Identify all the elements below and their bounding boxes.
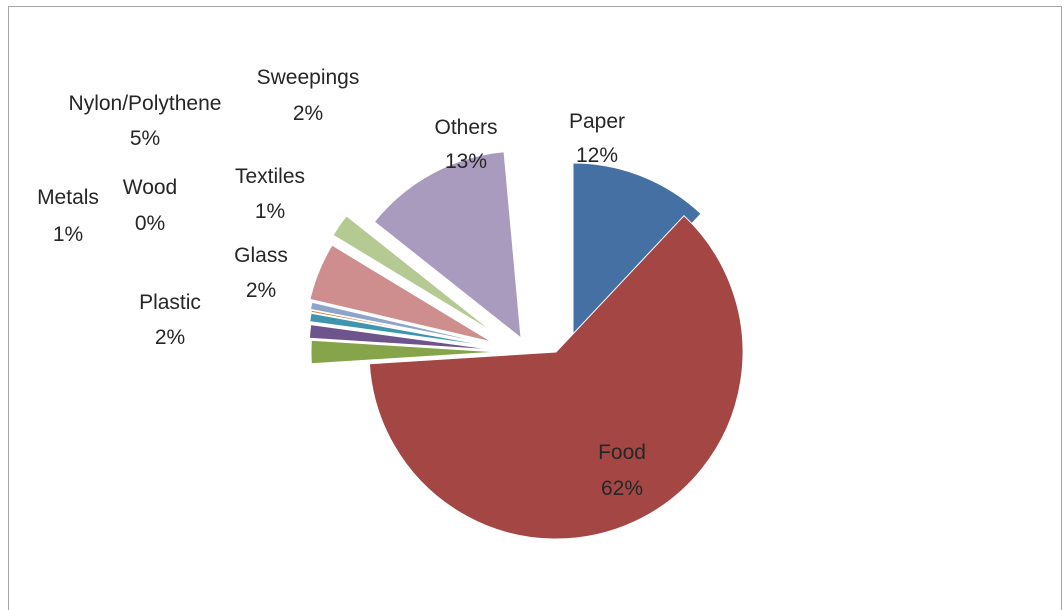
pie-slice-nylon-polythene bbox=[309, 244, 493, 343]
slice-label-percent: 12% bbox=[576, 144, 618, 167]
slice-label-name: Wood bbox=[123, 176, 177, 199]
pie-slice-sweepings bbox=[332, 215, 494, 333]
slice-label-name: Glass bbox=[234, 244, 288, 267]
slice-label-name: Metals bbox=[37, 186, 99, 209]
pie-slice-wood bbox=[310, 309, 496, 347]
pie-slice-food bbox=[368, 214, 744, 540]
slice-label-name: Others bbox=[434, 116, 497, 139]
slice-label-name: Textiles bbox=[235, 165, 305, 188]
slice-label-percent: 62% bbox=[601, 477, 643, 500]
slice-label-name: Paper bbox=[569, 110, 625, 133]
slice-label-name: Nylon/Polythene bbox=[69, 92, 222, 115]
pie-slice-glass bbox=[308, 324, 497, 351]
slice-label-percent: 2% bbox=[246, 279, 276, 302]
pie-slices bbox=[308, 151, 744, 540]
pie-slice-plastic bbox=[310, 339, 499, 365]
slice-label-percent: 0% bbox=[135, 212, 165, 235]
slice-label-percent: 2% bbox=[155, 326, 185, 349]
slice-label-percent: 13% bbox=[445, 150, 487, 173]
slice-label-name: Plastic bbox=[139, 291, 201, 314]
slice-label-percent: 5% bbox=[130, 127, 160, 150]
slice-label-name: Sweepings bbox=[257, 66, 360, 89]
pie-labels: Paper 12% Food 62% Plastic 2% Glass 2% Metals 1% W… bbox=[37, 66, 646, 500]
pie-slice-textiles bbox=[309, 301, 495, 346]
slice-label-percent: 1% bbox=[255, 200, 285, 223]
slice-label-name: Food bbox=[598, 441, 646, 464]
slice-label-percent: 1% bbox=[53, 223, 83, 246]
slice-label-percent: 2% bbox=[293, 102, 323, 125]
pie-slice-metals bbox=[309, 312, 496, 348]
pie-slice-others bbox=[373, 151, 522, 340]
